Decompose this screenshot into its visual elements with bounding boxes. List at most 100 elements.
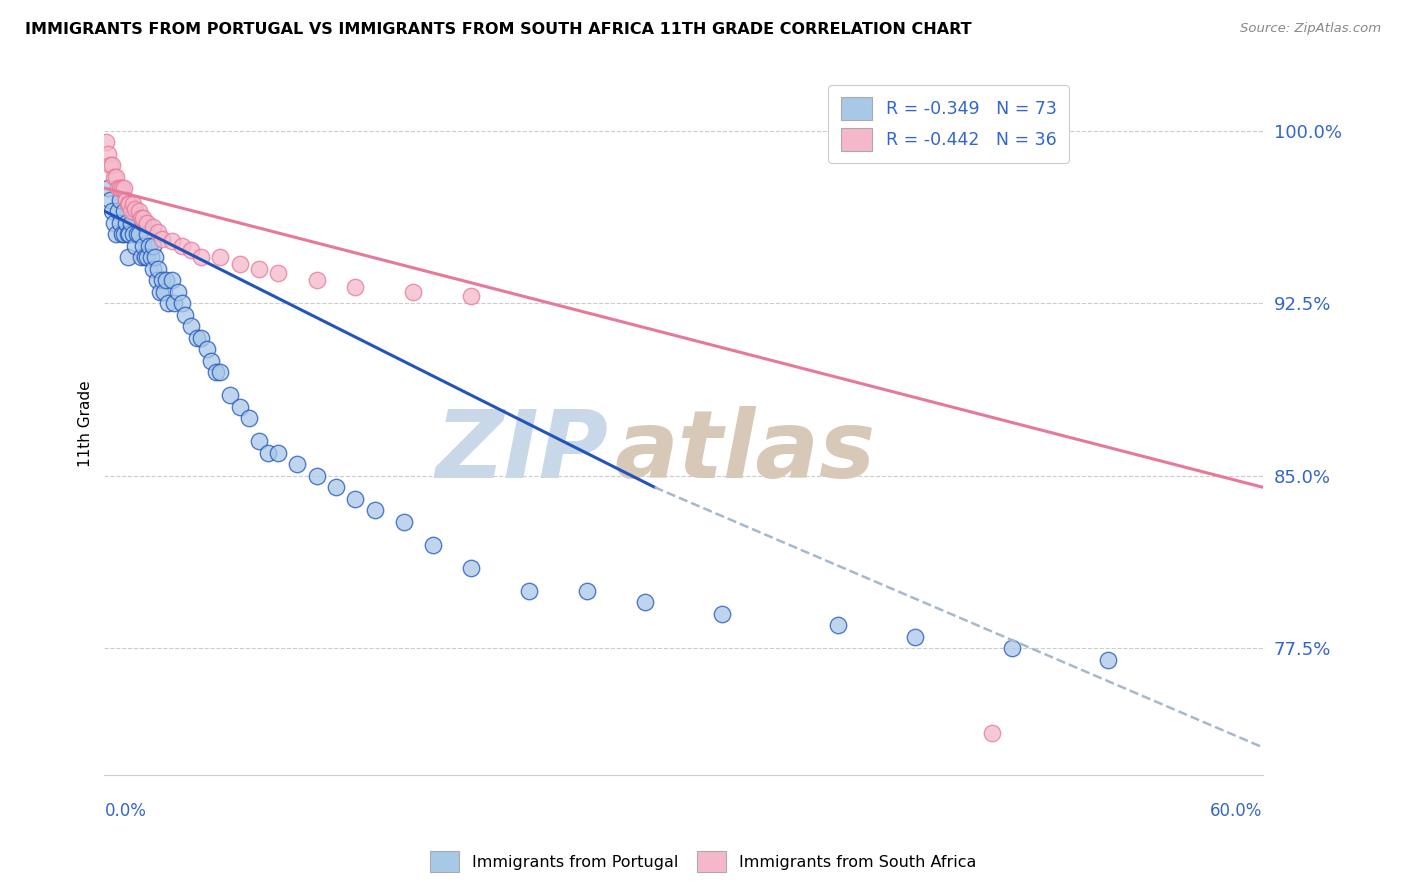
Point [120, 216, 142, 230]
Point [205, 365, 228, 379]
Point [143, 250, 166, 264]
Point [98, 158, 121, 172]
Point [517, 583, 540, 598]
Point [101, 158, 124, 172]
Point [97, 146, 120, 161]
Point [108, 193, 131, 207]
Point [180, 319, 202, 334]
Text: 0.0%: 0.0% [104, 802, 146, 820]
Point [96, 135, 118, 149]
Point [157, 296, 180, 310]
Point [195, 342, 218, 356]
Point [118, 197, 141, 211]
Point [209, 250, 232, 264]
Point [128, 204, 150, 219]
Point [163, 296, 186, 310]
Point [103, 169, 125, 184]
Point [107, 181, 129, 195]
Point [135, 216, 157, 230]
Point [122, 204, 145, 219]
Point [827, 618, 849, 632]
Point [132, 216, 155, 230]
Point [180, 243, 202, 257]
Point [117, 197, 139, 211]
Point [190, 331, 212, 345]
Point [108, 216, 131, 230]
Point [124, 238, 146, 252]
Point [267, 266, 290, 280]
Point [150, 232, 173, 246]
Point [238, 411, 260, 425]
Point [186, 331, 208, 345]
Point [111, 181, 134, 195]
Text: 60.0%: 60.0% [1211, 802, 1263, 820]
Point [460, 289, 482, 303]
Point [114, 216, 136, 230]
Point [153, 285, 176, 299]
Point [209, 365, 232, 379]
Point [150, 273, 173, 287]
Point [392, 515, 415, 529]
Point [325, 480, 347, 494]
Y-axis label: 11th Grade: 11th Grade [79, 381, 93, 467]
Point [981, 726, 1004, 740]
Point [129, 250, 152, 264]
Point [97, 181, 120, 195]
Point [228, 400, 250, 414]
Point [344, 491, 367, 506]
Point [101, 204, 124, 219]
Point [112, 227, 135, 241]
Point [170, 238, 193, 252]
Legend: R = -0.349   N = 73, R = -0.442   N = 36: R = -0.349 N = 73, R = -0.442 N = 36 [828, 85, 1069, 162]
Point [124, 202, 146, 216]
Point [634, 595, 657, 609]
Point [287, 457, 309, 471]
Point [305, 468, 328, 483]
Point [103, 216, 125, 230]
Point [166, 285, 188, 299]
Point [142, 261, 165, 276]
Point [118, 227, 141, 241]
Point [267, 446, 290, 460]
Point [363, 503, 385, 517]
Point [148, 225, 170, 239]
Point [117, 250, 139, 264]
Text: Source: ZipAtlas.com: Source: ZipAtlas.com [1240, 22, 1381, 36]
Point [98, 193, 121, 207]
Point [120, 204, 142, 219]
Point [148, 261, 170, 276]
Point [117, 227, 139, 241]
Point [218, 388, 240, 402]
Point [135, 250, 157, 264]
Point [1001, 641, 1024, 656]
Point [134, 250, 156, 264]
Point [576, 583, 599, 598]
Point [247, 434, 270, 449]
Point [128, 227, 150, 241]
Point [170, 296, 193, 310]
Point [104, 227, 127, 241]
Point [145, 273, 167, 287]
Point [142, 238, 165, 252]
Point [127, 227, 149, 241]
Point [111, 227, 134, 241]
Point [711, 607, 734, 621]
Point [1097, 653, 1119, 667]
Point [107, 204, 129, 219]
Point [132, 238, 155, 252]
Point [305, 273, 328, 287]
Point [129, 211, 152, 225]
Point [200, 353, 222, 368]
Point [402, 285, 425, 299]
Point [108, 181, 131, 195]
Point [149, 285, 172, 299]
Point [422, 538, 444, 552]
Point [190, 250, 212, 264]
Point [160, 273, 183, 287]
Point [174, 308, 197, 322]
Point [904, 630, 927, 644]
Point [344, 280, 367, 294]
Point [155, 273, 177, 287]
Point [228, 257, 250, 271]
Point [138, 238, 160, 252]
